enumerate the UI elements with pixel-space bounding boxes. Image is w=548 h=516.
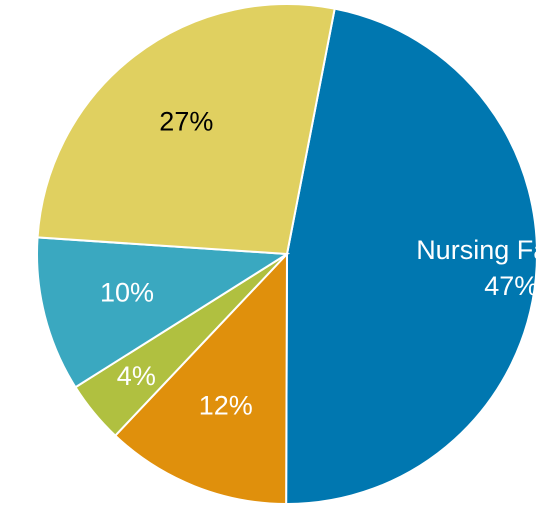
slice-value-label: 4% xyxy=(117,361,156,391)
pie-slice xyxy=(36,236,291,389)
slice-value-label: 10% xyxy=(100,278,154,308)
slice-value-label: 27% xyxy=(159,106,213,136)
pie-slice xyxy=(36,3,336,256)
slice-value-label: 47% xyxy=(484,271,538,301)
pie-slice xyxy=(285,7,538,505)
slice-category-label: Nursing Facility, xyxy=(416,235,548,265)
slice-value-label: 12% xyxy=(199,390,253,420)
pie-slice xyxy=(113,251,289,506)
